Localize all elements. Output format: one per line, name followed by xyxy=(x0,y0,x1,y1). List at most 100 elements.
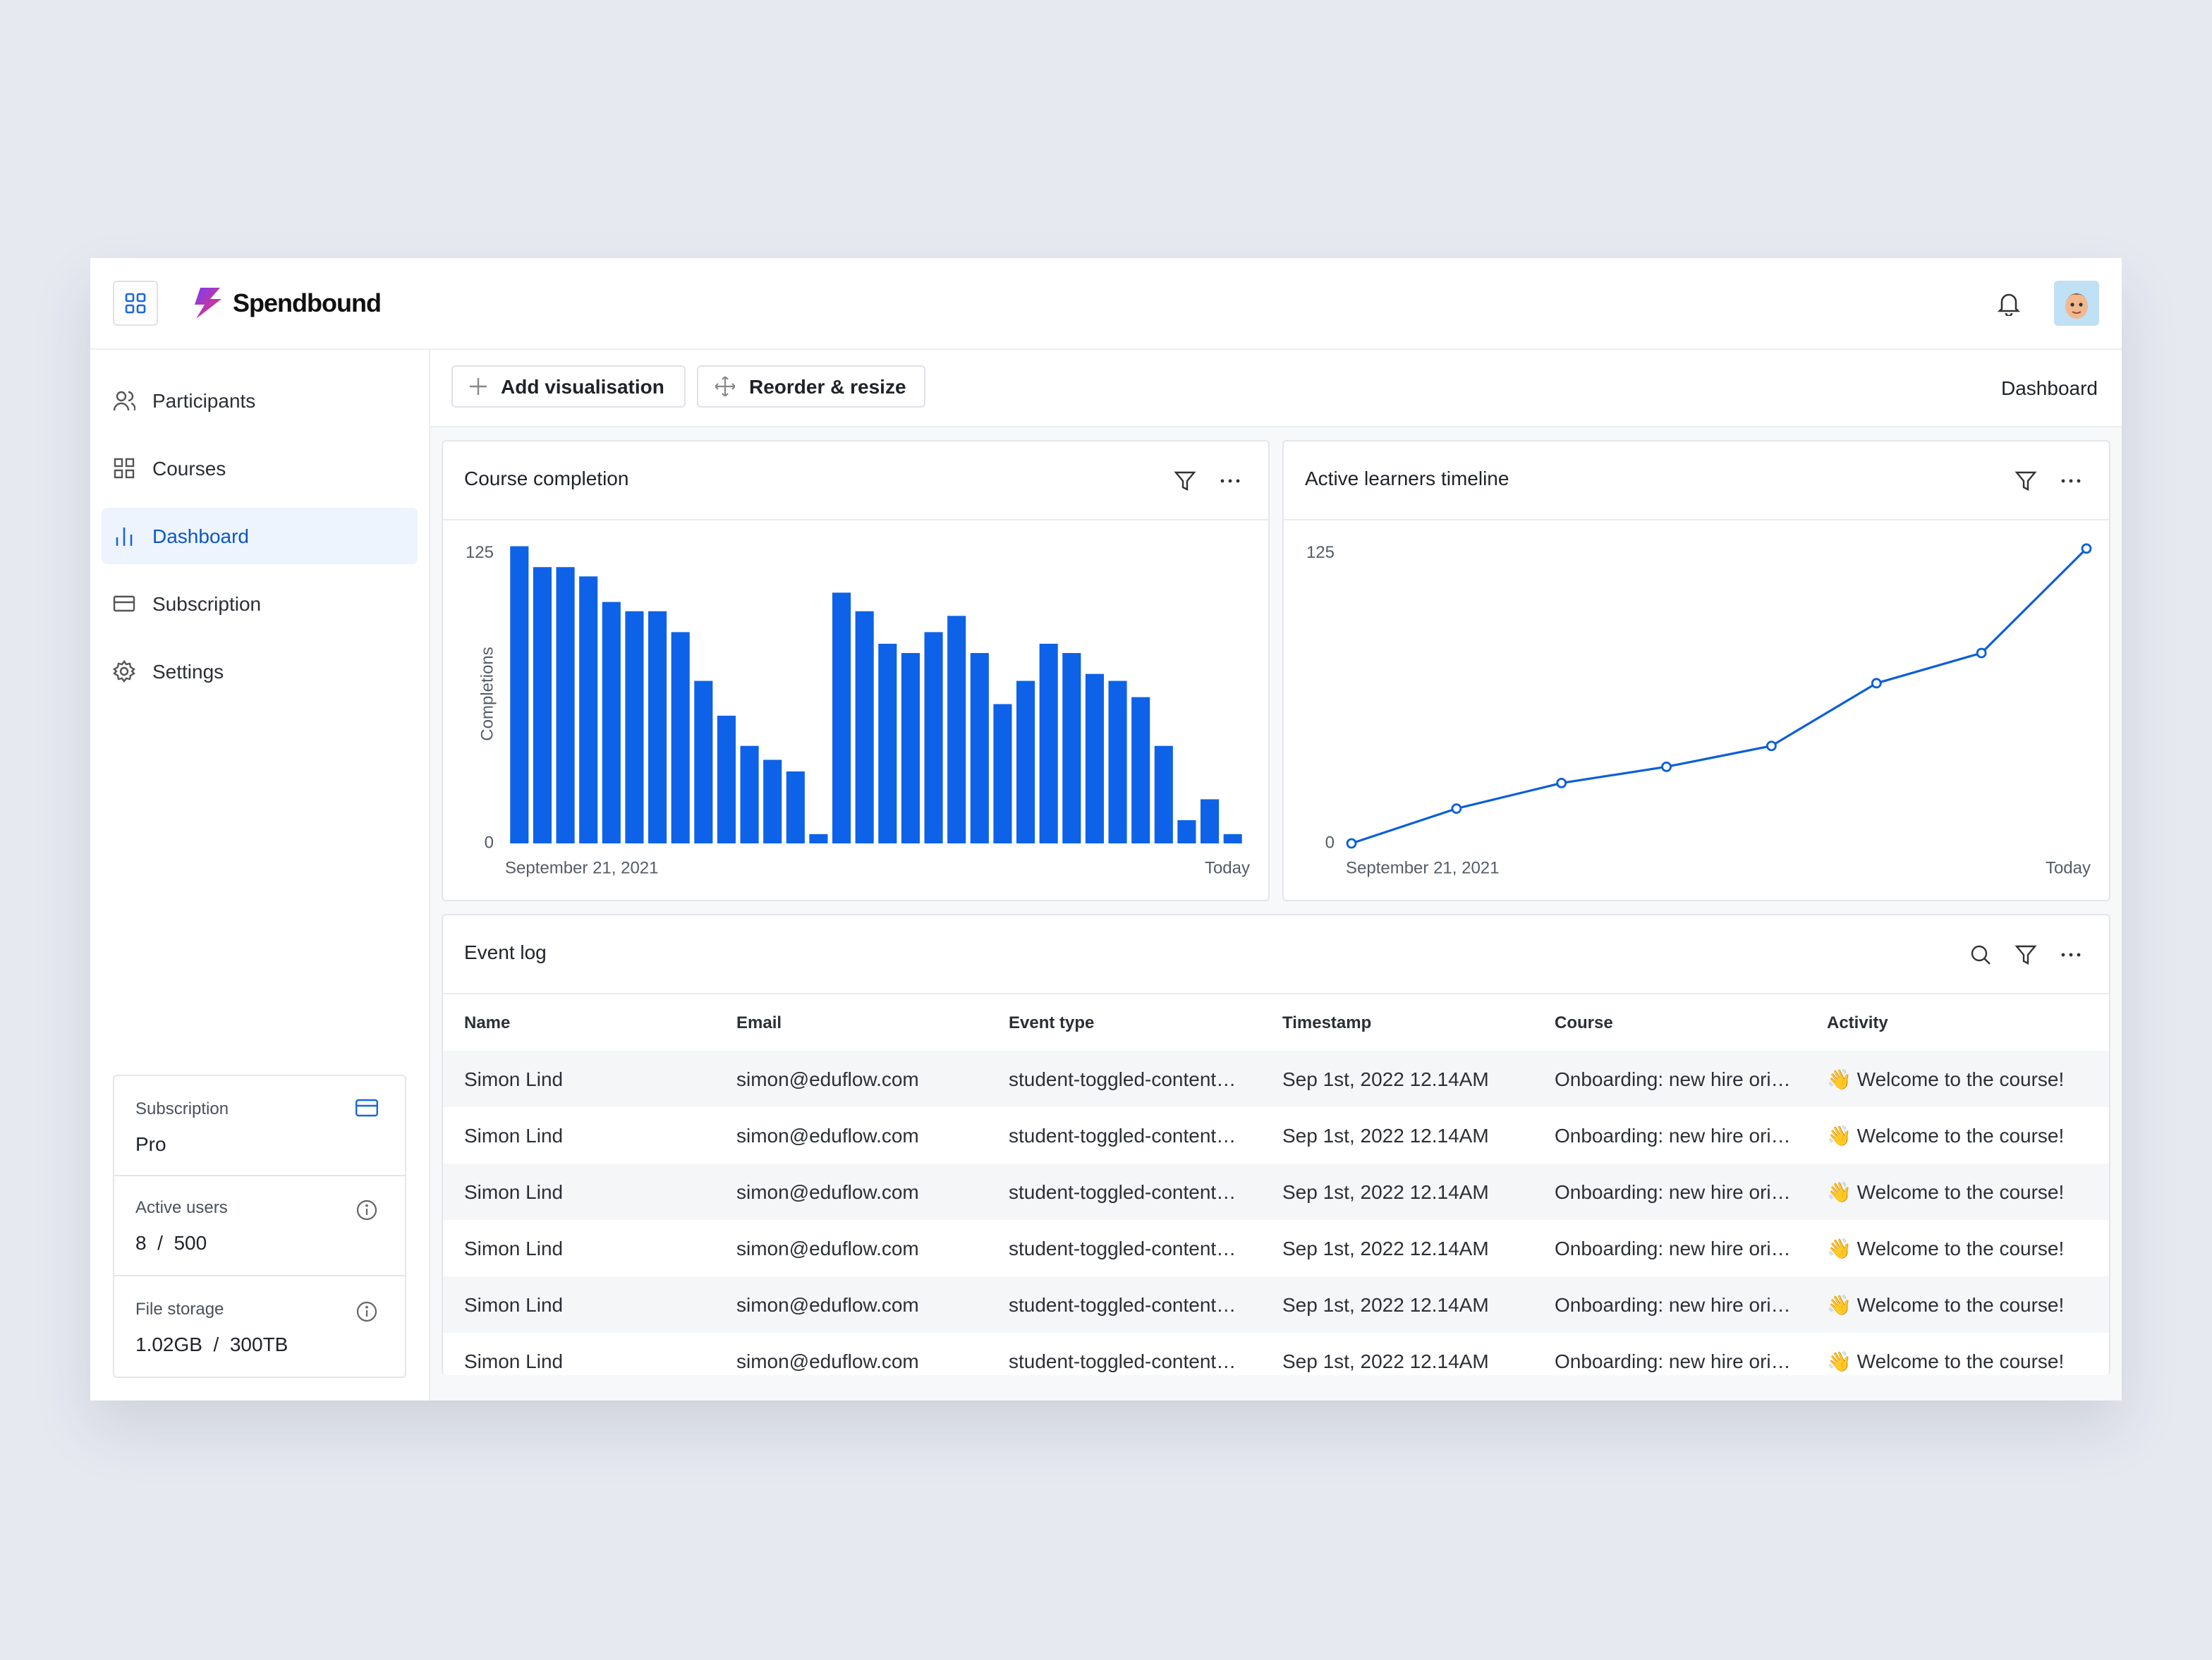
bar xyxy=(671,632,690,843)
card-title: Active learners timeline xyxy=(1305,467,1509,489)
bar xyxy=(533,567,552,843)
app-window: Spendbound Participants Courses Dashboar… xyxy=(90,258,2122,1400)
table-cell: simon@eduflow.com xyxy=(736,1124,919,1147)
table-cell: simon@eduflow.com xyxy=(736,1237,919,1259)
table-cell: student-toggled-content… xyxy=(1009,1350,1236,1372)
point xyxy=(1661,761,1672,772)
nav-item[interactable]: Subscription xyxy=(102,575,418,632)
bar xyxy=(694,681,713,843)
bar xyxy=(579,576,598,843)
row-background xyxy=(443,1164,2109,1220)
filter-button[interactable] xyxy=(2015,944,2037,966)
bar xyxy=(648,611,667,843)
bar xyxy=(855,611,874,843)
add-button[interactable]: Add visualisation xyxy=(451,365,686,408)
nav-label: Settings xyxy=(152,660,224,683)
bar xyxy=(1039,643,1058,843)
bar xyxy=(924,632,943,843)
bar xyxy=(717,715,736,843)
reorder-button[interactable]: Reorder & resize xyxy=(697,365,925,408)
nav-item[interactable]: Participants xyxy=(102,372,418,429)
icon xyxy=(113,595,135,612)
logo xyxy=(195,288,221,319)
table-cell: Onboarding: new hire ori… xyxy=(1555,1237,1791,1259)
table-cell: 👋 Welcome to the course! xyxy=(1827,1180,2065,1203)
bar xyxy=(602,602,621,843)
table-cell: Onboarding: new hire ori… xyxy=(1555,1124,1791,1147)
table-cell: Simon Lind xyxy=(464,1068,564,1090)
bar xyxy=(832,592,851,843)
table-cell: 👋 Welcome to the course! xyxy=(1827,1293,2065,1316)
chart: 0 125 September 21, 2021 Today xyxy=(1306,543,2092,877)
bar xyxy=(1223,834,1242,843)
table-cell: Simon Lind xyxy=(464,1124,564,1147)
bar xyxy=(1108,681,1127,843)
icon xyxy=(114,458,135,479)
usage-panel: Subscription Pro xyxy=(113,1075,406,1176)
x-tick-label: Today xyxy=(2046,858,2091,877)
more-button[interactable] xyxy=(2060,944,2082,966)
y-tick-label: 0 xyxy=(1325,833,1335,852)
table-cell: Onboarding: new hire ori… xyxy=(1555,1068,1791,1090)
point xyxy=(2081,543,2092,554)
icon xyxy=(113,660,135,683)
column-header: Name xyxy=(464,1013,511,1032)
apps-button[interactable] xyxy=(113,281,158,326)
nav-item[interactable]: Courses xyxy=(102,440,418,496)
nav-label: Dashboard xyxy=(152,525,249,547)
bar xyxy=(1062,653,1081,843)
filter-button[interactable] xyxy=(2015,470,2037,492)
avatar[interactable] xyxy=(2054,281,2099,326)
table-cell: Simon Lind xyxy=(464,1350,564,1372)
table-cell: simon@eduflow.com xyxy=(736,1180,919,1203)
bar xyxy=(556,567,575,843)
sidebar-divider xyxy=(429,348,430,1400)
more-button[interactable] xyxy=(2060,470,2082,492)
point xyxy=(1766,740,1777,752)
usage-panel: Active users 8 / 500 xyxy=(113,1175,406,1276)
info-icon[interactable] xyxy=(356,1300,378,1323)
table-cell: simon@eduflow.com xyxy=(736,1350,919,1372)
table-cell: Sep 1st, 2022 12.14AM xyxy=(1282,1293,1489,1316)
table-cell: Simon Lind xyxy=(464,1237,564,1259)
nav-item[interactable]: Settings xyxy=(102,643,418,700)
bar xyxy=(1154,745,1173,843)
filter-button[interactable] xyxy=(1174,470,1196,492)
info-icon[interactable] xyxy=(356,1199,378,1221)
table-cell: simon@eduflow.com xyxy=(736,1068,919,1090)
point xyxy=(1556,777,1567,788)
y-tick-label: 125 xyxy=(1306,543,1335,562)
bar xyxy=(1177,820,1196,843)
chart-card: Active learners timeline 0 125 September 2… xyxy=(1282,440,2110,901)
usage-panel: File storage 1.02GB / 300TB xyxy=(113,1276,406,1378)
card-divider xyxy=(443,993,2109,994)
card-title: Event log xyxy=(464,941,547,963)
card-divider xyxy=(443,519,1268,520)
bar xyxy=(625,611,644,843)
bar xyxy=(1131,697,1150,843)
table-cell: Sep 1st, 2022 12.14AM xyxy=(1282,1180,1489,1203)
nav-label: Subscription xyxy=(152,592,262,615)
more-button[interactable] xyxy=(1219,470,1241,492)
point xyxy=(1451,803,1462,814)
table-cell: Sep 1st, 2022 12.14AM xyxy=(1282,1124,1489,1147)
bar xyxy=(1085,673,1104,843)
icon xyxy=(113,391,135,411)
table-cell: Simon Lind xyxy=(464,1293,564,1316)
column-header: Timestamp xyxy=(1282,1013,1372,1032)
bar xyxy=(947,616,966,843)
notifications[interactable] xyxy=(1996,291,2022,316)
card-icon xyxy=(356,1099,378,1117)
apps-icon xyxy=(125,293,146,314)
table-cell: Sep 1st, 2022 12.14AM xyxy=(1282,1068,1489,1090)
bar xyxy=(740,745,759,843)
y-axis-label: Completions xyxy=(478,647,497,740)
table-cell: student-toggled-content… xyxy=(1009,1180,1236,1203)
nav-item[interactable]: Dashboard xyxy=(102,508,418,564)
y-tick-label: 125 xyxy=(466,543,494,562)
bar xyxy=(901,653,920,843)
chart-card: Course completion 0 125 Completions Septemb… xyxy=(442,440,1270,901)
search-button[interactable] xyxy=(1969,944,1992,966)
toolbar-divider xyxy=(429,426,2122,427)
point xyxy=(1976,647,1987,659)
